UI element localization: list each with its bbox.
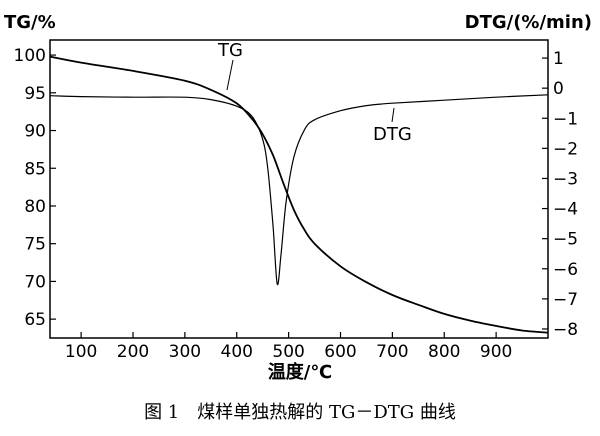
x-tick-label: 100 [65,342,97,362]
y-right-tick-label: −4 [553,200,578,220]
y-right-tick-label: −3 [553,169,578,189]
y-left-tick-label: 75 [24,235,46,255]
tg-series-label: TG [217,40,243,61]
x-tick-label: 900 [480,342,512,362]
dtg-curve [49,94,549,286]
y-right-axis-title: DTG/(%/min) [465,12,592,33]
plot-frame [49,39,549,339]
tg-curve [49,55,549,334]
x-tick-label: 700 [376,342,408,362]
x-axis-title: 温度/℃ [268,361,332,383]
y-right-tick-label: −1 [553,109,578,129]
y-right-tick-label: 1 [553,49,564,69]
tg-label-leader [226,59,234,91]
y-left-tick-label: 65 [24,310,46,330]
x-tick-label: 600 [324,342,356,362]
figure-caption: 图 1 煤样单独热解的 TG－DTG 曲线 [144,402,456,423]
y-right-tick-label: −6 [553,260,578,280]
y-left-axis-title: TG/% [4,12,56,33]
dtg-series-label: DTG [373,124,412,145]
x-tick-label: 200 [117,342,149,362]
y-right-tick-label: −7 [553,290,578,310]
y-left-tick-label: 90 [24,122,46,142]
y-left-tick-label: 85 [24,159,46,179]
dtg-label-leader [391,107,395,123]
y-right-tick-label: −8 [553,320,578,340]
axes: 100 200 300 400 500 600 700 800 9001009590858075… [14,39,578,362]
y-left-tick-label: 80 [24,197,46,217]
y-right-tick-label: 0 [553,79,564,99]
y-right-tick-label: −2 [553,139,578,159]
y-left-tick-label: 95 [24,84,46,104]
series-lines [49,55,549,334]
x-tick-label: 500 [272,342,304,362]
y-left-tick-label: 100 [14,46,46,66]
y-right-tick-label: −5 [553,230,578,250]
x-tick-label: 800 [428,342,460,362]
x-tick-label: 300 [169,342,201,362]
x-tick-label: 400 [221,342,253,362]
y-left-tick-label: 70 [24,272,46,292]
